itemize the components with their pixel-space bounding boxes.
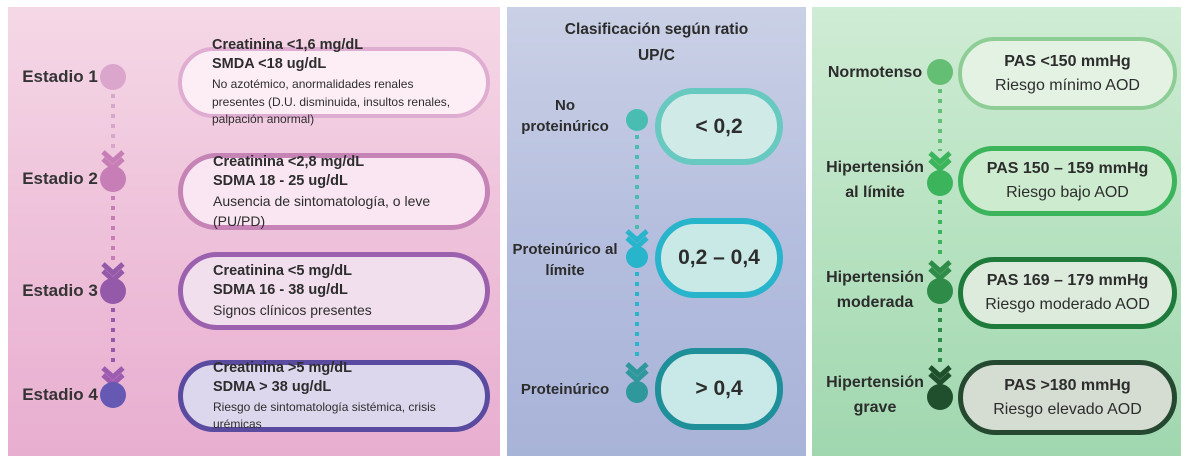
upc-range-pill-1: < 0,2 bbox=[655, 88, 783, 165]
upc-range-pill-2: 0,2 – 0,4 bbox=[655, 218, 783, 298]
stage-note: Riesgo de sintomatología sistémica, cris… bbox=[213, 399, 436, 432]
stage-criteria-sdma: SMDA <18 ug/dL bbox=[212, 56, 327, 73]
blood-pressure-panel: Normotenso Hipertensión al límite Hipert… bbox=[812, 7, 1181, 456]
stage-4-pill: Creatinina >5 mg/dL SDMA > 38 ug/dL Ries… bbox=[178, 360, 490, 432]
bp-pas-value: PAS >180 mmHg bbox=[1004, 376, 1131, 394]
bp-risk-level: Riesgo bajo AOD bbox=[1006, 184, 1129, 201]
bp-label-normotenso: Normotenso bbox=[827, 64, 923, 81]
stage-1-pill: Creatinina <1,6 mg/dL SMDA <18 ug/dL No … bbox=[178, 37, 490, 126]
upc-dot-proteinurico-limite bbox=[626, 246, 648, 268]
stage-note: Signos clínicos presentes bbox=[213, 302, 372, 318]
bp-label-hipertension-moderada: Hipertensión moderada bbox=[826, 269, 924, 311]
upc-panel-title: Clasificación según ratio UP/C bbox=[507, 17, 806, 69]
bp-risk-level: Riesgo elevado AOD bbox=[993, 400, 1142, 418]
stage-2-pill: Creatinina <2,8 mg/dL SDMA 18 - 25 ug/dL… bbox=[178, 153, 490, 230]
stage-2-label: Estadio 2 bbox=[22, 169, 98, 188]
iris-stage-panel: Estadio 1 Estadio 2 Estadio 3 Estadio 4 … bbox=[8, 7, 500, 456]
flow-arrow-icon bbox=[101, 262, 125, 284]
bp-pas-value: PAS 169 – 179 mmHg bbox=[986, 272, 1149, 289]
upc-dot-no-proteinurico bbox=[626, 109, 648, 131]
upc-range-value: < 0,2 bbox=[695, 114, 743, 138]
upc-label-proteinurico: Proteinúrico bbox=[520, 381, 610, 398]
flow-arrow-icon bbox=[928, 151, 952, 173]
bp-pas-value: PAS <150 mmHg bbox=[1004, 52, 1131, 70]
upc-title-line2: UP/C bbox=[637, 47, 676, 64]
upc-range-value: > 0,4 bbox=[695, 377, 743, 400]
stage-criteria-sdma: SDMA 16 - 38 ug/dL bbox=[213, 282, 348, 298]
flow-arrow-icon bbox=[625, 362, 649, 384]
stage-criteria-creatinine: Creatinina >5 mg/dL bbox=[213, 359, 352, 376]
bp-pas-value: PAS 150 – 159 mmHg bbox=[986, 160, 1149, 177]
stage-3-pill: Creatinina <5 mg/dL SDMA 16 - 38 ug/dL S… bbox=[178, 252, 490, 330]
stage-criteria-sdma: SDMA 18 - 25 ug/dL bbox=[213, 172, 348, 189]
bp-pill-normotenso: PAS <150 mmHg Riesgo mínimo AOD bbox=[958, 37, 1177, 110]
upc-label-no-proteinurico: No proteinúrico bbox=[521, 97, 609, 135]
upc-title-line1: Clasificación según ratio bbox=[564, 21, 749, 38]
stage-criteria-creatinine: Creatinina <2,8 mg/dL bbox=[213, 153, 365, 170]
flow-arrow-icon bbox=[928, 365, 952, 387]
stage-note: No azotémico, anormalidades renales pres… bbox=[212, 77, 451, 127]
bp-risk-level: Riesgo mínimo AOD bbox=[995, 76, 1140, 94]
stage-1-label: Estadio 1 bbox=[22, 67, 98, 86]
stage-criteria-creatinine: Creatinina <1,6 mg/dL bbox=[212, 37, 364, 54]
stage-4-label: Estadio 4 bbox=[22, 385, 98, 404]
upc-range-value: 0,2 – 0,4 bbox=[678, 246, 760, 269]
flow-arrow-icon bbox=[101, 150, 125, 172]
bp-pill-hipertension-grave: PAS >180 mmHg Riesgo elevado AOD bbox=[958, 360, 1177, 435]
upc-ratio-panel: Clasificación según ratio UP/C No protei… bbox=[507, 7, 806, 456]
upc-label-proteinurico-limite: Proteinúrico al límite bbox=[512, 241, 618, 279]
bp-pill-hipertension-moderada: PAS 169 – 179 mmHg Riesgo moderado AOD bbox=[958, 257, 1177, 329]
upc-dot-proteinurico bbox=[626, 381, 648, 403]
stage-note: Ausencia de sintomatología, o leve (PU/P… bbox=[213, 192, 431, 229]
bp-label-hipertension-limite: Hipertensión al límite bbox=[826, 159, 924, 201]
flow-arrow-icon bbox=[625, 229, 649, 251]
flow-arrow-icon bbox=[928, 260, 952, 282]
flow-arrow-icon bbox=[101, 366, 125, 388]
bp-label-hipertension-grave: Hipertensión grave bbox=[826, 374, 924, 416]
bp-risk-level: Riesgo moderado AOD bbox=[985, 296, 1150, 313]
stage-criteria-sdma: SDMA > 38 ug/dL bbox=[213, 378, 332, 395]
bp-pill-hipertension-limite: PAS 150 – 159 mmHg Riesgo bajo AOD bbox=[958, 146, 1177, 216]
upc-range-pill-3: > 0,4 bbox=[655, 348, 783, 430]
stage-criteria-creatinine: Creatinina <5 mg/dL bbox=[213, 263, 352, 279]
stage-3-label: Estadio 3 bbox=[22, 281, 98, 300]
